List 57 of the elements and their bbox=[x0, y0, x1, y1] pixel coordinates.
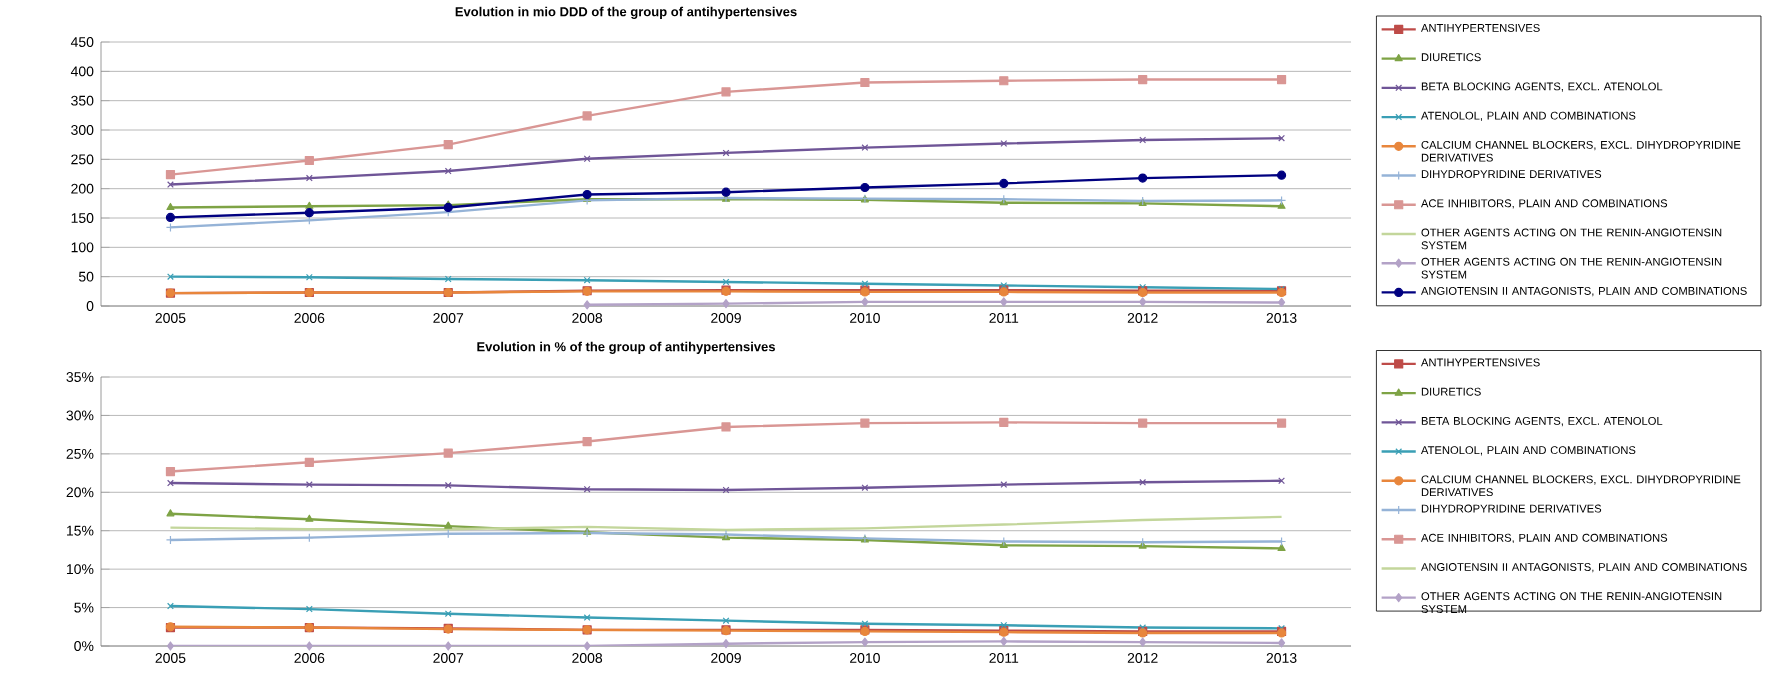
legend-label: DIURETICS bbox=[1421, 53, 1481, 62]
x-tick-label: 2011 bbox=[989, 653, 1019, 663]
y-tick-label: 15% bbox=[66, 525, 94, 536]
x-tick-label: 2008 bbox=[572, 653, 603, 663]
y-tick-label: 30% bbox=[66, 410, 94, 421]
y-tick-label: 300 bbox=[71, 125, 94, 135]
legend-label: CALCIUM CHANNEL BLOCKERS, EXCL. DIHYDROPYRIDINE DERIVATIVES bbox=[1421, 140, 1741, 162]
legend-label: DIHYDROPYRIDINE DERIVATIVES bbox=[1421, 170, 1602, 179]
legend-label: CALCIUM CHANNEL BLOCKERS, EXCL. DIHYDROPYRIDINE DERIVATIVES bbox=[1421, 475, 1741, 497]
legend-label: OTHER AGENTS ACTING ON THE RENIN-ANGIOTENSIN SYSTEM bbox=[1421, 592, 1722, 613]
y-tick-label: 450 bbox=[70, 37, 94, 47]
x-tick-label: 2006 bbox=[294, 653, 325, 663]
x-tick-label: 2008 bbox=[572, 313, 603, 323]
y-tick-label: 150 bbox=[71, 213, 94, 223]
y-tick-label: 20% bbox=[66, 487, 94, 498]
legend-label: ANTIHYPERTENSIVES bbox=[1420, 358, 1540, 367]
x-tick-label: 2012 bbox=[1127, 313, 1158, 323]
x-tick-label: 2005 bbox=[155, 653, 186, 663]
y-tick-label: 200 bbox=[71, 183, 94, 194]
y-tick-label: 100 bbox=[71, 242, 94, 253]
y-tick-label: 10% bbox=[66, 564, 94, 575]
x-tick-label: 2005 bbox=[155, 313, 186, 323]
y-tick-label: 400 bbox=[70, 66, 94, 77]
legend-label: BETA BLOCKING AGENTS, EXCL. ATENOLOL bbox=[1421, 416, 1663, 427]
y-tick-label: 25% bbox=[66, 448, 94, 459]
y-tick-label: 50 bbox=[78, 271, 94, 282]
legend-label: OTHER AGENTS ACTING ON THE RENIN-ANGIOTENSIN SYSTEM bbox=[1421, 228, 1722, 250]
legend-label: ATENOLOL, PLAIN AND COMBINATIONS bbox=[1420, 111, 1636, 121]
legend-label: ANTIHYPERTENSIVES bbox=[1420, 24, 1540, 32]
x-tick-label: 2009 bbox=[711, 313, 741, 323]
chart-title: Evolution in mio DDD of the group of antihypertensives bbox=[455, 6, 797, 19]
legend-label: ATENOLOL, PLAIN AND COMBINATIONS bbox=[1420, 446, 1636, 456]
x-tick-label: 2013 bbox=[1266, 313, 1297, 323]
y-tick-label: 0 bbox=[86, 301, 94, 311]
legend-label: ANGIOTENSIN II ANTAGONISTS, PLAIN AND COMBINATIONS bbox=[1420, 563, 1747, 573]
x-tick-label: 2007 bbox=[433, 653, 464, 663]
y-tick-label: 35% bbox=[66, 372, 94, 382]
y-tick-label: 250 bbox=[71, 154, 94, 165]
y-tick-label: 5% bbox=[74, 602, 94, 613]
x-tick-label: 2010 bbox=[850, 313, 880, 323]
x-tick-label: 2009 bbox=[711, 653, 741, 663]
x-tick-label: 2010 bbox=[850, 653, 880, 663]
legend-label: BETA BLOCKING AGENTS, EXCL. ATENOLOL bbox=[1421, 82, 1663, 92]
legend-label: OTHER AGENTS ACTING ON THE RENIN-ANGIOTENSIN SYSTEM bbox=[1421, 257, 1722, 279]
legend-label: ANGIOTENSIN II ANTAGONISTS, PLAIN AND COMBINATIONS bbox=[1420, 287, 1747, 297]
legend-label: DIURETICS bbox=[1421, 387, 1481, 396]
chart-title: Evolution in % of the group of antihypertensives bbox=[477, 341, 775, 354]
y-tick-label: 350 bbox=[71, 95, 94, 106]
x-tick-label: 2006 bbox=[294, 313, 325, 323]
y-tick-label: 0% bbox=[74, 641, 94, 651]
x-tick-label: 2011 bbox=[989, 313, 1019, 323]
x-tick-label: 2012 bbox=[1127, 653, 1158, 663]
x-tick-label: 2007 bbox=[433, 313, 464, 323]
legend-label: DIHYDROPYRIDINE DERIVATIVES bbox=[1421, 504, 1602, 513]
legend-label: ACE INHIBITORS, PLAIN AND COMBINATIONS bbox=[1420, 199, 1668, 209]
x-tick-label: 2013 bbox=[1266, 653, 1297, 663]
legend-label: ACE INHIBITORS, PLAIN AND COMBINATIONS bbox=[1420, 533, 1668, 544]
